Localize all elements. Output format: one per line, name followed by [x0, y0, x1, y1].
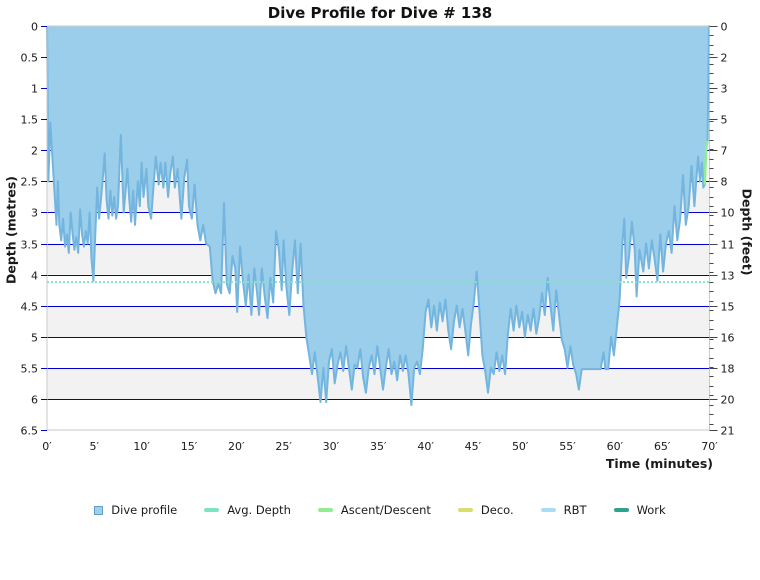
feet-tick-label: 13 [721, 270, 735, 283]
metre-tick-label: 4 [31, 270, 38, 283]
legend-label: Work [636, 503, 666, 517]
feet-tick-label: 15 [721, 301, 735, 314]
time-tick-label: 15′ [181, 440, 198, 453]
metre-tick-label: 0 [31, 21, 38, 34]
chart-title: Dive Profile for Dive # 138 [267, 4, 493, 22]
legend-item-deco-: Deco. [457, 503, 514, 517]
time-tick-label: 45′ [465, 440, 482, 453]
legend-label: RBT [563, 503, 587, 517]
dive-profile-line [46, 25, 710, 407]
metre-tick-label: 4.5 [21, 301, 39, 314]
time-tick-label: 55′ [559, 440, 576, 453]
legend-item-avg-depth: Avg. Depth [204, 503, 291, 517]
time-tick-label: 30′ [323, 440, 340, 453]
chart-legend: Dive profile Avg. Depth Ascent/Descent Deco… [0, 503, 760, 517]
metre-tick-label: 0.5 [21, 52, 39, 65]
time-tick-label: 65′ [654, 440, 671, 453]
feet-tick-label: 8 [721, 176, 728, 189]
legend-item-work: Work [613, 503, 666, 517]
feet-tick-label: 0 [721, 21, 728, 34]
metre-tick-label: 3 [31, 207, 38, 220]
x-axis-title: Time (minutes) [605, 456, 713, 471]
time-tick-label: 25′ [275, 440, 292, 453]
legend-dash-swatch [204, 508, 220, 512]
feet-tick-label: 11 [721, 239, 735, 252]
plot-border [46, 25, 710, 431]
metre-tick-label: 6.5 [21, 425, 39, 438]
feet-tick-label: 16 [721, 332, 735, 345]
metre-tick-label: 1.5 [21, 114, 39, 127]
feet-tick-label: 2 [721, 52, 728, 65]
time-tick-label: 0′ [42, 440, 52, 453]
feet-tick-label: 7 [721, 145, 728, 158]
time-tick-label: 35′ [370, 440, 387, 453]
legend-label: Deco. [480, 503, 514, 517]
legend-label: Dive profile [111, 503, 178, 517]
time-tick-label: 5′ [90, 440, 100, 453]
feet-tick-label: 18 [721, 363, 735, 376]
metre-tick-label: 1 [31, 83, 38, 96]
depth-band [47, 367, 710, 399]
legend-dash-swatch [317, 508, 333, 512]
ascent-segment [703, 140, 709, 185]
legend-label: Avg. Depth [227, 503, 291, 517]
legend-dash-swatch [540, 508, 556, 512]
time-tick-label: 40′ [417, 440, 434, 453]
legend-dash-swatch [457, 508, 473, 512]
metre-tick-label: 2.5 [21, 176, 39, 189]
metre-tick-label: 5 [31, 332, 38, 345]
legend-label: Ascent/Descent [340, 503, 431, 517]
dive-profile-chart: 0 0.5 1 1.5 2 2.5 3 3.5 4 4.5 5 5.5 6 6.5 0 2 3 5 7 8 10 11 13… [21, 21, 735, 454]
legend-dash-swatch [613, 508, 629, 512]
legend-item-rbt: RBT [540, 503, 587, 517]
legend-square-swatch [94, 505, 104, 515]
time-tick-label: 60′ [607, 440, 624, 453]
legend-item-dive-profile: Dive profile [94, 503, 177, 517]
feet-tick-label: 20 [721, 394, 735, 407]
dive-profile-area [47, 26, 710, 406]
depth-band [47, 398, 710, 430]
time-tick-label: 20′ [228, 440, 245, 453]
feet-tick-label: 21 [721, 425, 735, 438]
feet-tick-label: 5 [721, 114, 728, 127]
time-tick-label: 10′ [133, 440, 150, 453]
metre-tick-label: 5.5 [21, 363, 39, 376]
feet-tick-label: 3 [721, 83, 728, 96]
time-tick-label: 50′ [512, 440, 529, 453]
metre-tick-label: 3.5 [21, 239, 39, 252]
metre-tick-label: 6 [31, 394, 38, 407]
feet-tick-label: 10 [721, 207, 735, 220]
legend-item-ascent-descent: Ascent/Descent [317, 503, 431, 517]
time-tick-label: 70′ [701, 440, 718, 453]
metre-tick-label: 2 [31, 145, 38, 158]
